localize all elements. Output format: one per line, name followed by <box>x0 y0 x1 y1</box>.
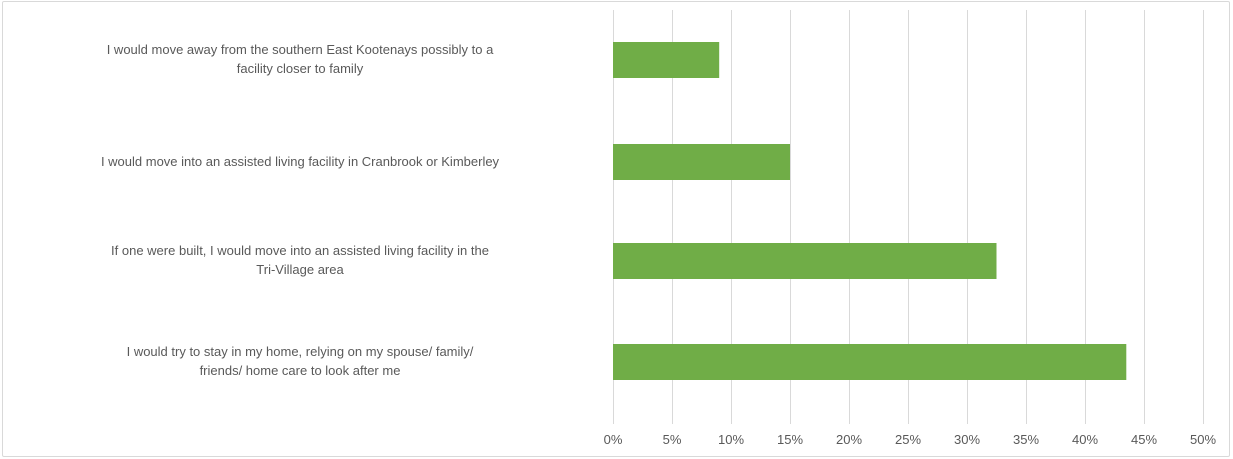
x-tick-label: 40% <box>1072 432 1098 447</box>
x-tick-label: 25% <box>895 432 921 447</box>
x-axis-tick-labels: 0% 5% 10% 15% 20% 25% 30% 35% 40% 45% 50% <box>604 432 1217 447</box>
category-label: I would move into an assisted living fac… <box>100 153 500 169</box>
bar <box>613 42 720 78</box>
x-tick-label: 35% <box>1013 432 1039 447</box>
x-tick-label: 30% <box>954 432 980 447</box>
gridlines <box>613 10 1204 424</box>
x-tick-label: 5% <box>663 432 682 447</box>
category-label: I would move away from the southern East… <box>106 42 494 76</box>
bar <box>613 144 790 180</box>
x-tick-label: 50% <box>1190 432 1216 447</box>
x-tick-label: 0% <box>604 432 623 447</box>
x-tick-label: 10% <box>718 432 744 447</box>
x-tick-label: 20% <box>836 432 862 447</box>
bar <box>613 344 1127 380</box>
category-label: If one were built, I would move into an … <box>111 243 489 277</box>
category-label: I would try to stay in my home, relying … <box>126 344 474 378</box>
bars <box>613 42 1127 380</box>
x-tick-label: 45% <box>1131 432 1157 447</box>
bar <box>613 243 997 279</box>
x-tick-label: 15% <box>777 432 803 447</box>
